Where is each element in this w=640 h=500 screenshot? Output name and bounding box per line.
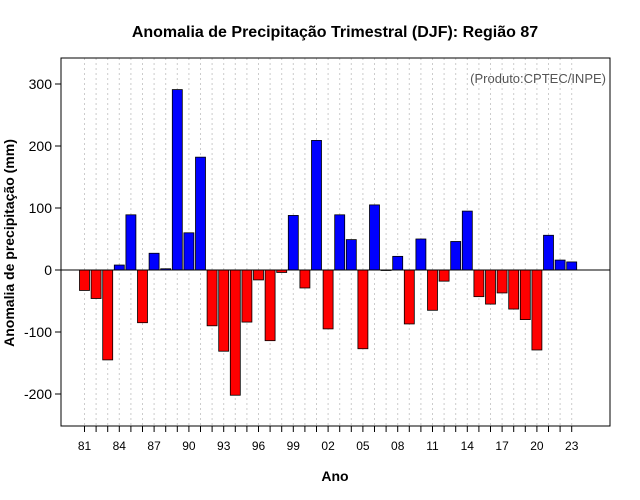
y-tick-label--100: -100 (24, 324, 52, 340)
x-tick-label-11: 11 (426, 439, 439, 453)
bar-90 (183, 232, 195, 271)
x-tick-label-93: 93 (217, 439, 231, 453)
bar-85 (125, 214, 137, 271)
bar-96 (253, 269, 264, 281)
bar-20 (531, 269, 543, 351)
bar-11 (427, 269, 438, 311)
x-tick-label-81: 81 (78, 439, 92, 453)
bar-16 (485, 269, 496, 305)
bars (79, 89, 578, 396)
bar-22 (554, 259, 566, 271)
chart-title: Anomalia de Precipitação Trimestral (DJF… (132, 24, 538, 41)
y-tick-label-0: 0 (44, 262, 52, 278)
bar-95 (241, 269, 253, 323)
bar-92 (206, 269, 218, 327)
bar-03 (334, 214, 346, 271)
plot-frame (60, 57, 611, 427)
bar-99 (287, 215, 299, 271)
bar-01 (311, 140, 322, 271)
y-tick-label-200: 200 (29, 138, 53, 154)
bar-94 (229, 269, 241, 396)
bar-82 (90, 269, 102, 299)
bar-14 (461, 210, 473, 271)
x-tick-label-99: 99 (287, 439, 301, 453)
bar-21 (543, 234, 554, 271)
x-tick-label-20: 20 (530, 439, 544, 453)
x-tick-label-87: 87 (147, 439, 161, 453)
bar-93 (218, 269, 230, 352)
bar-10 (415, 238, 427, 271)
bar-18 (508, 269, 520, 310)
y-tick-label--200: -200 (24, 386, 52, 402)
x-tick-label-05: 05 (356, 439, 370, 453)
bar-15 (473, 269, 485, 298)
bar-87 (148, 252, 160, 271)
bar-81 (79, 269, 90, 291)
bar-19 (519, 269, 531, 320)
vertical-grid (84, 58, 573, 426)
y-axis: -200 -100 0 100 200 300 (24, 76, 61, 402)
bar-08 (392, 255, 404, 271)
credit-text: (Produto:CPTEC/INPE) (470, 71, 606, 86)
bar-02 (322, 269, 334, 330)
bar-06 (369, 204, 380, 271)
y-tick-label-300: 300 (29, 76, 53, 92)
bar-04 (345, 239, 357, 271)
bar-23 (566, 261, 578, 271)
bar-12 (438, 269, 450, 282)
x-tick-label-23: 23 (565, 439, 579, 453)
x-tick-label-02: 02 (321, 439, 335, 453)
x-tick-label-96: 96 (252, 439, 266, 453)
bar-86 (137, 269, 148, 324)
bar-89 (171, 89, 183, 271)
bar-09 (403, 269, 415, 325)
x-tick-label-84: 84 (113, 439, 127, 453)
x-tick-label-90: 90 (182, 439, 196, 453)
bar-00 (299, 269, 311, 289)
bar-13 (450, 241, 462, 271)
bar-97 (264, 269, 276, 342)
x-tick-label-14: 14 (461, 439, 475, 453)
bar-91 (195, 156, 206, 271)
bar-05 (357, 269, 369, 350)
x-axis-label: Ano (321, 468, 348, 484)
bar-83 (102, 269, 114, 361)
bar-17 (496, 269, 508, 294)
x-tick-label-08: 08 (391, 439, 405, 453)
x-axis: 81 84 87 90 93 96 99 02 05 08 11 14 17 20 23 (78, 426, 579, 453)
x-tick-label-17: 17 (495, 439, 509, 453)
y-axis-label: Anomalia de precipitação (mm) (1, 139, 17, 347)
bar-84 (113, 264, 125, 271)
y-tick-label-100: 100 (29, 200, 53, 216)
